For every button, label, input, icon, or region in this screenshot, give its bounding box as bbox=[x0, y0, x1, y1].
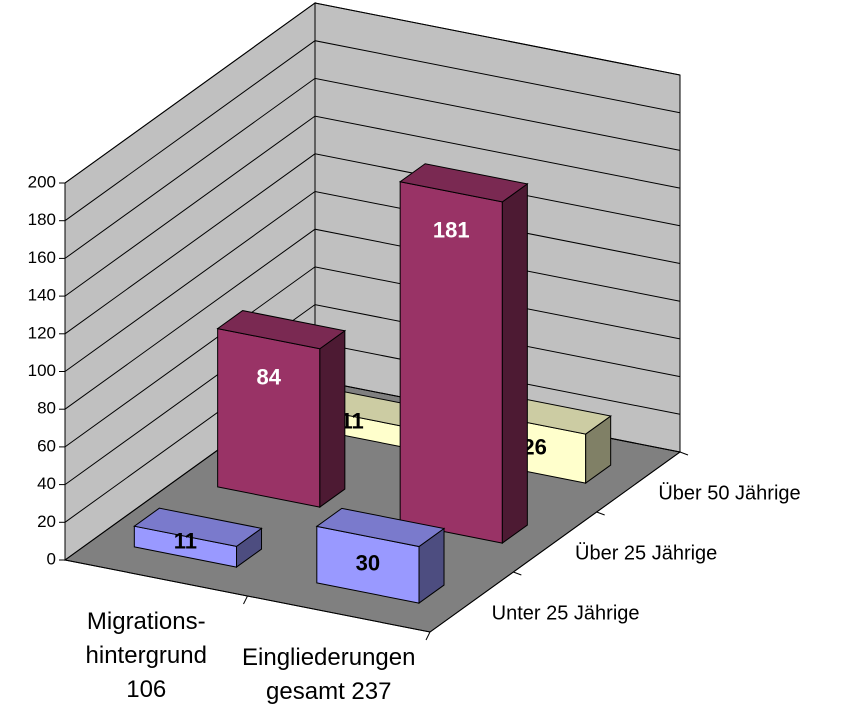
bar-top bbox=[315, 507, 446, 548]
bar-top bbox=[133, 507, 263, 547]
grid-line bbox=[64, 2, 681, 184]
y-tick-label: 80 bbox=[37, 399, 56, 418]
value-label: 84 bbox=[257, 364, 282, 389]
bar bbox=[315, 507, 446, 605]
y-tick-label: 120 bbox=[28, 323, 56, 342]
y-tick-label: 100 bbox=[28, 361, 56, 380]
grid-line bbox=[64, 115, 681, 297]
bar bbox=[216, 310, 347, 509]
grid-line bbox=[64, 40, 681, 222]
grid-line bbox=[64, 153, 681, 335]
bar-front bbox=[217, 327, 321, 508]
y-tick-label: 0 bbox=[47, 549, 56, 568]
depth-axis bbox=[429, 451, 681, 633]
y-tick-label: 60 bbox=[37, 436, 56, 455]
bar-top bbox=[398, 163, 529, 203]
y-tick-label: 40 bbox=[37, 474, 56, 493]
y-tick-label: 160 bbox=[28, 248, 56, 267]
bar bbox=[398, 163, 529, 545]
depth-tick bbox=[513, 571, 522, 576]
bar-side bbox=[501, 182, 528, 545]
bar-side bbox=[319, 329, 346, 509]
y-tick-label: 180 bbox=[28, 210, 56, 229]
x-tick-label: Migrations-hintergrund 106 bbox=[86, 608, 207, 703]
series-label: Unter 25 Jährige bbox=[492, 602, 640, 624]
value-label: 30 bbox=[356, 551, 380, 576]
grid-line bbox=[64, 266, 681, 448]
bar bbox=[133, 507, 263, 569]
y-tick-label: 140 bbox=[28, 286, 56, 305]
depth-tick bbox=[596, 511, 605, 516]
y-tick-label: 20 bbox=[37, 512, 56, 531]
grid-line bbox=[64, 304, 681, 486]
value-label: 181 bbox=[433, 218, 470, 243]
value-label: 11 bbox=[340, 408, 363, 433]
x-tick bbox=[243, 595, 248, 605]
grid-line bbox=[64, 228, 681, 410]
value-label: 11 bbox=[174, 528, 197, 553]
x-tick-label: Eingliederungen gesamt 237 bbox=[242, 644, 415, 705]
grid-line bbox=[64, 77, 681, 259]
series-label: Über 25 Jährige bbox=[575, 542, 717, 564]
series-label: Über 50 Jährige bbox=[658, 482, 800, 504]
x-tick bbox=[425, 631, 431, 641]
y-tick-label: 200 bbox=[28, 172, 56, 191]
bar-top bbox=[216, 310, 347, 350]
x-axis bbox=[64, 559, 431, 633]
grid-line bbox=[64, 190, 681, 372]
depth-tick bbox=[679, 451, 689, 456]
